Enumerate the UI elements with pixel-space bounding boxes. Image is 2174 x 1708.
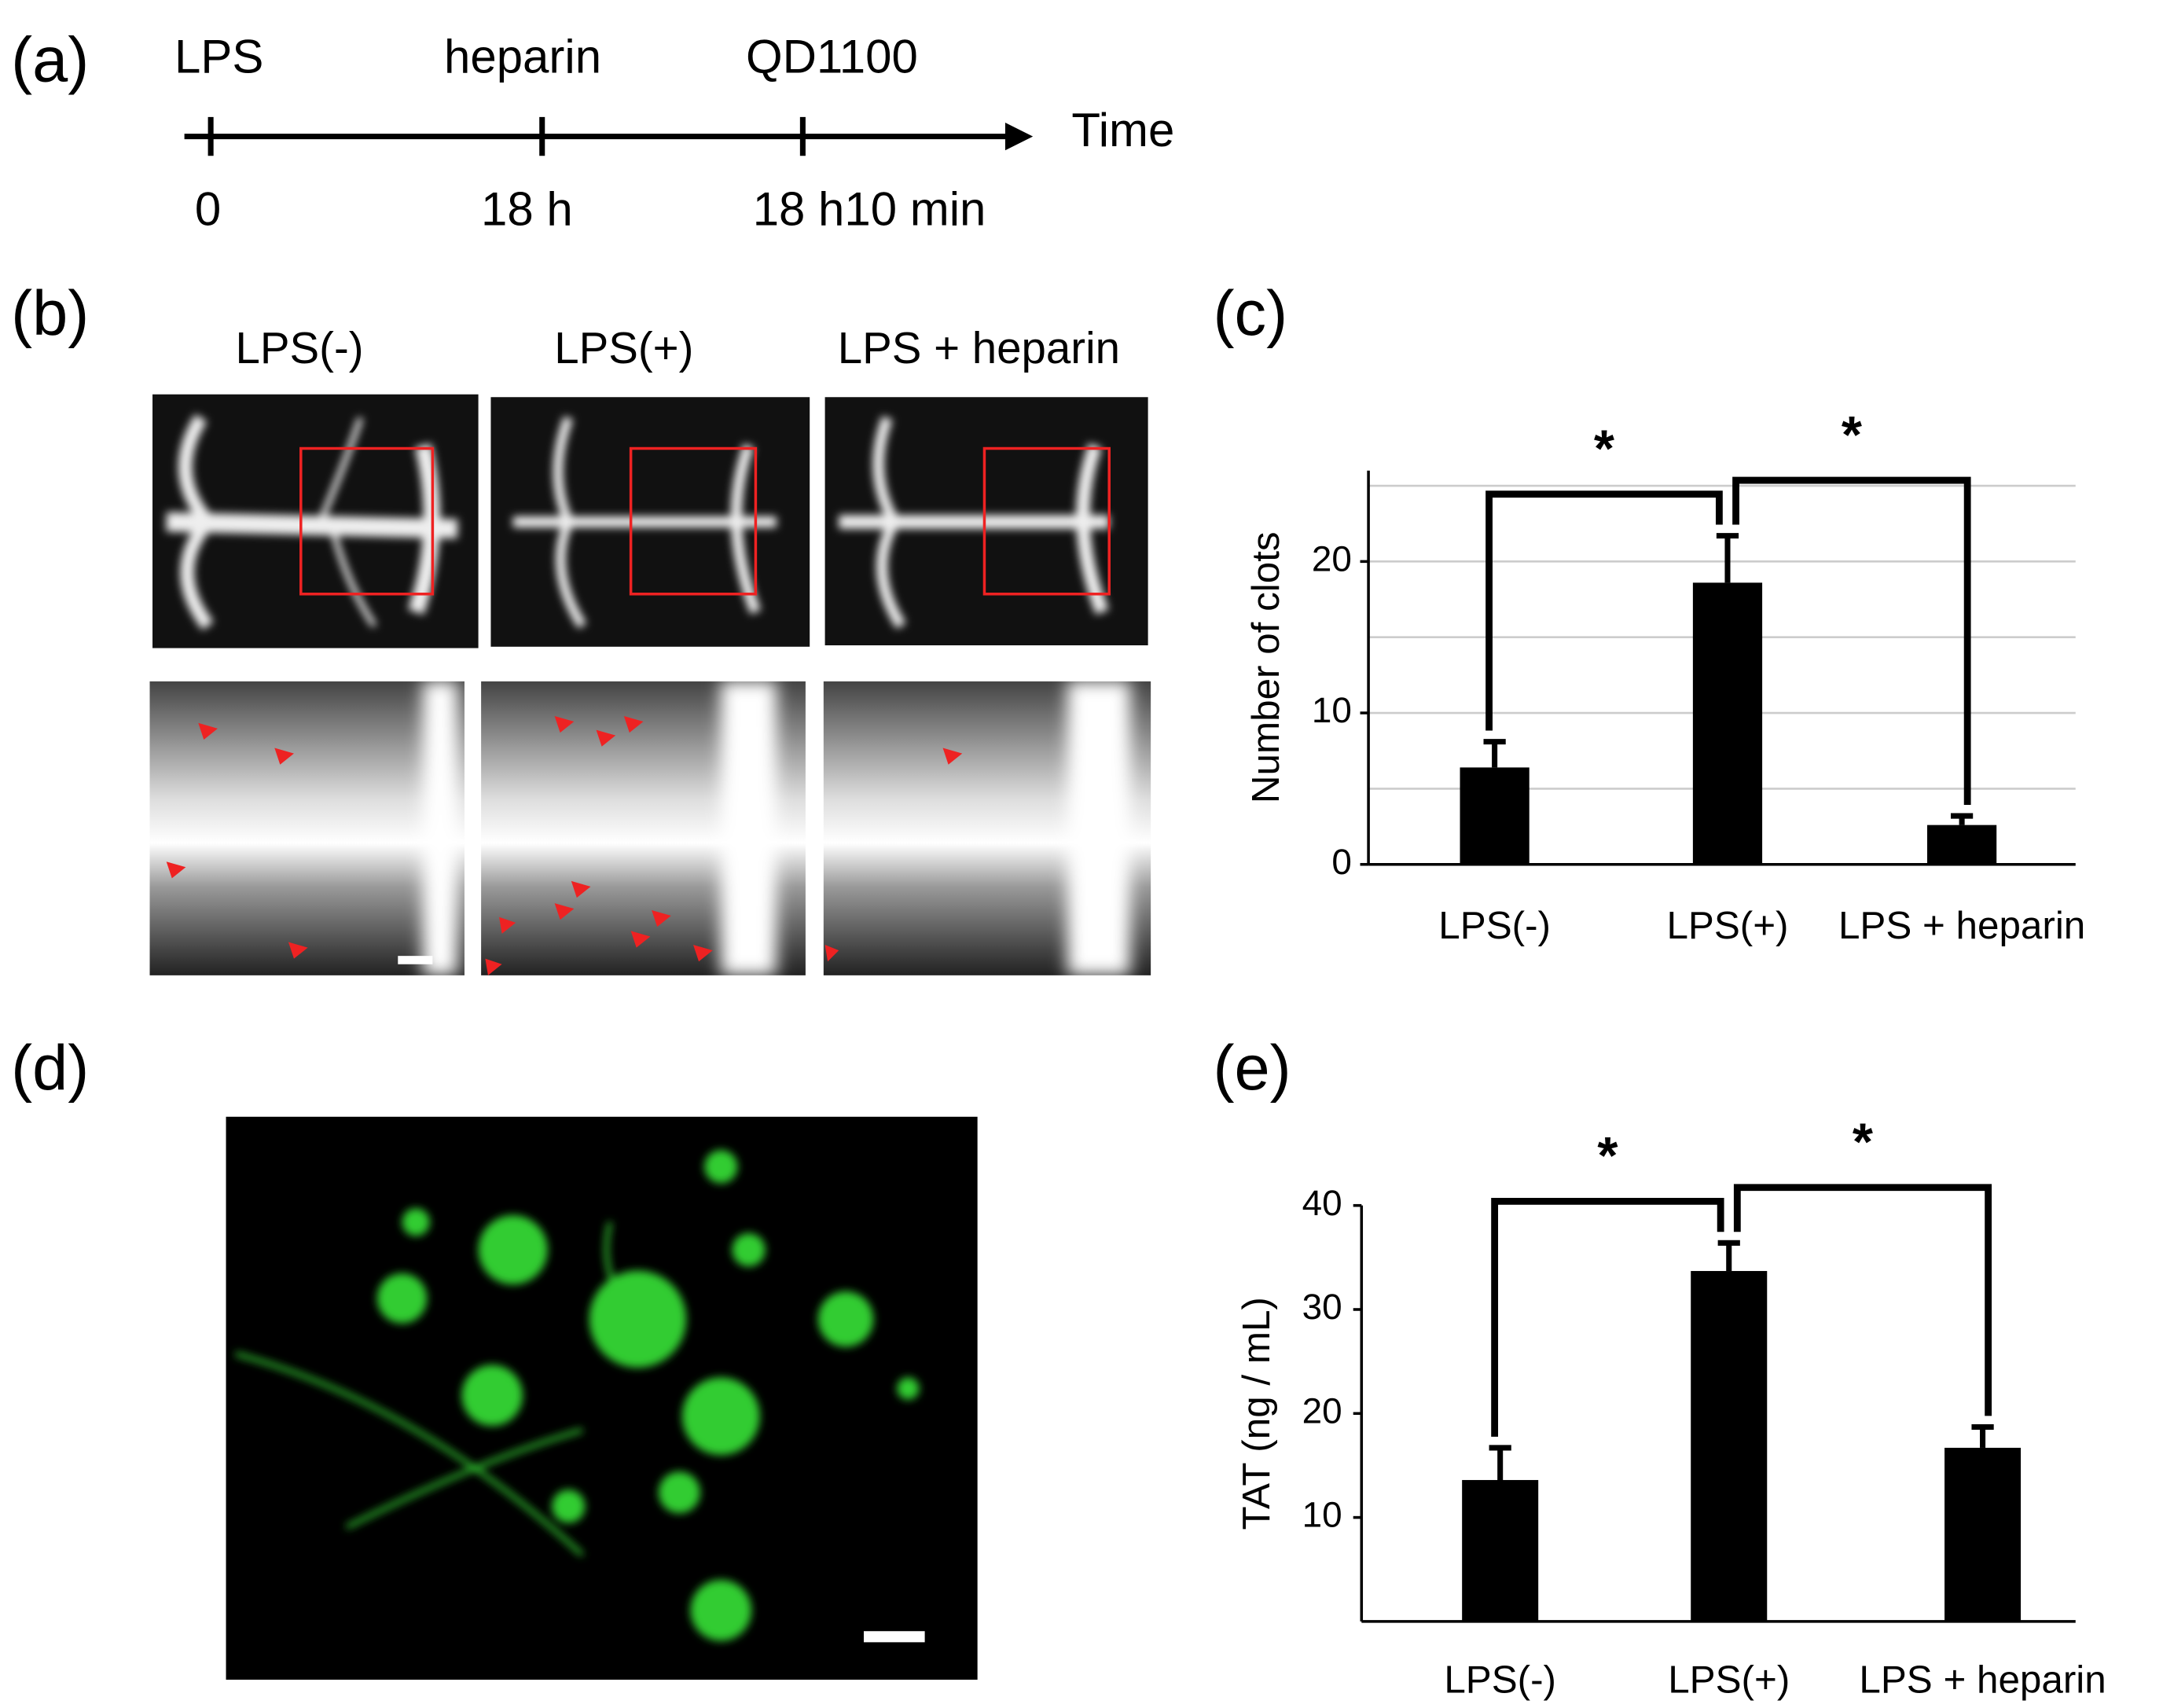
panel-label: (a) [11,24,89,95]
event-label: QD1100 [746,30,918,83]
bar [1927,825,1997,865]
fluorescence-image [226,1116,978,1680]
significance-bracket [1732,476,1971,805]
arrow-head [1004,122,1034,151]
event-label: heparin [444,30,601,83]
charts: 0 10 20 Number of clots LPS(-) LPS(+) LPS + he… [1235,406,2106,1702]
axis-label: Time [1071,104,1174,156]
x-tick-label: LPS(-) [1438,904,1551,947]
significance-label: * [1842,406,1863,465]
x-tick-label: LPS(+) [1668,1658,1790,1702]
event-time: 0 [195,182,221,235]
significance-label: * [1853,1113,1874,1172]
panel-label: (b) [11,278,89,349]
image-bottom [149,681,1151,975]
y-tick-label: 30 [1302,1286,1342,1327]
significance-label: * [1594,419,1615,478]
panel-label: (d) [11,1033,89,1104]
x-tick-label: LPS(-) [1444,1658,1556,1702]
y-axis-label: TAT (ng / mL) [1235,1297,1278,1530]
y-tick-label: 0 [1331,841,1352,882]
y-tick-label: 40 [1302,1182,1342,1223]
bar [1460,767,1530,865]
y-axis-label: Number of clots [1244,531,1287,803]
y-tick-label: 20 [1312,538,1352,579]
event-time: 18 h [481,182,573,235]
significance-bracket [1485,490,1723,731]
column-label: LPS + heparin [838,323,1120,373]
event-label: LPS [174,30,263,83]
bar [1462,1479,1539,1622]
timeline: Time [184,104,1174,156]
significance-bracket [1733,1184,1992,1416]
bar [1691,1271,1768,1622]
significance-bracket [1491,1197,1724,1437]
column-label: LPS(+) [554,323,693,373]
y-tick-label: 10 [1312,689,1352,730]
bar [1692,582,1763,865]
panel-label: (e) [1214,1033,1291,1104]
angiogram-images: LPS(-) LPS(+) LPS + heparin [149,323,1151,975]
y-tick-label: 20 [1302,1390,1342,1431]
x-tick-label: LPS(+) [1666,904,1788,947]
x-tick-label: LPS + heparin [1859,1658,2106,1702]
significance-label: * [1597,1126,1618,1185]
panel-label: (c) [1214,278,1288,349]
column-label: LPS(-) [235,323,363,373]
x-tick-label: LPS + heparin [1838,904,2085,947]
image-top [152,394,1148,648]
event-time: 18 h10 min [753,182,986,235]
y-tick-label: 10 [1302,1494,1342,1535]
bar [1944,1447,2022,1622]
